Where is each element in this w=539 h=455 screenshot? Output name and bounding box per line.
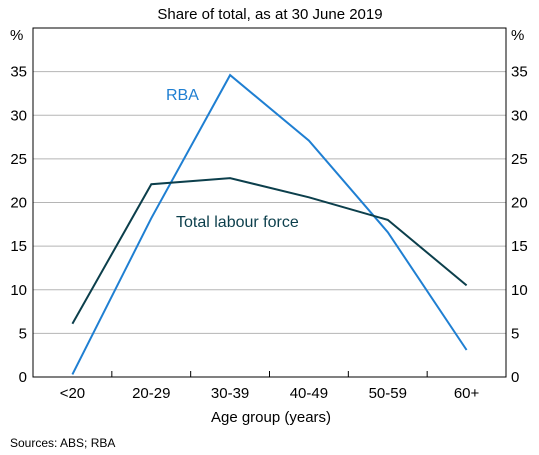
chart-subtitle: Share of total, as at 30 June 2019 (157, 6, 382, 23)
y-tick-label-left: 20 (10, 195, 27, 212)
y-tick-label-left: 0 (19, 369, 27, 386)
x-tick-label: <20 (60, 385, 85, 402)
x-tick-label: 50-59 (369, 385, 407, 402)
x-axis-title: Age group (years) (211, 409, 331, 426)
y-tick-label-right: 0 (511, 369, 519, 386)
x-tick-label: 20-29 (132, 385, 170, 402)
axes (32, 27, 507, 378)
y-tick-label-left: 25 (10, 151, 27, 168)
tick-labels: 0 0 5 5 10 10 15 15 20 20 25 25 30 30 35 35 <20 20-29 30-3… (10, 64, 527, 402)
series-line-total-labour-force (71, 177, 468, 325)
series-lines (71, 73, 468, 375)
y-unit-right: % (511, 27, 524, 44)
y-tick-label-left: 30 (10, 107, 27, 124)
y-tick-label-right: 10 (511, 282, 528, 299)
series-label-total-labour-force: Total labour force (176, 214, 299, 231)
source-note: Sources: ABS; RBA (10, 436, 115, 450)
y-tick-label-left: 5 (19, 325, 27, 342)
y-tick-label-left: 10 (10, 282, 27, 299)
y-tick-label-right: 30 (511, 107, 528, 124)
x-tick-label: 40-49 (290, 385, 328, 402)
y-unit-left: % (10, 27, 23, 44)
x-tick-label: 60+ (454, 385, 480, 402)
y-tick-label-right: 20 (511, 195, 528, 212)
y-tick-label-right: 15 (511, 238, 528, 255)
y-tick-label-left: 35 (10, 64, 27, 81)
gridlines (33, 71, 506, 334)
x-tick-label: 30-39 (211, 385, 249, 402)
series-line-rba (71, 73, 468, 375)
series-label-rba: RBA (166, 87, 199, 104)
y-tick-label-right: 35 (511, 64, 528, 81)
y-tick-label-left: 15 (10, 238, 27, 255)
y-tick-label-right: 25 (511, 151, 528, 168)
y-tick-label-right: 5 (511, 325, 519, 342)
